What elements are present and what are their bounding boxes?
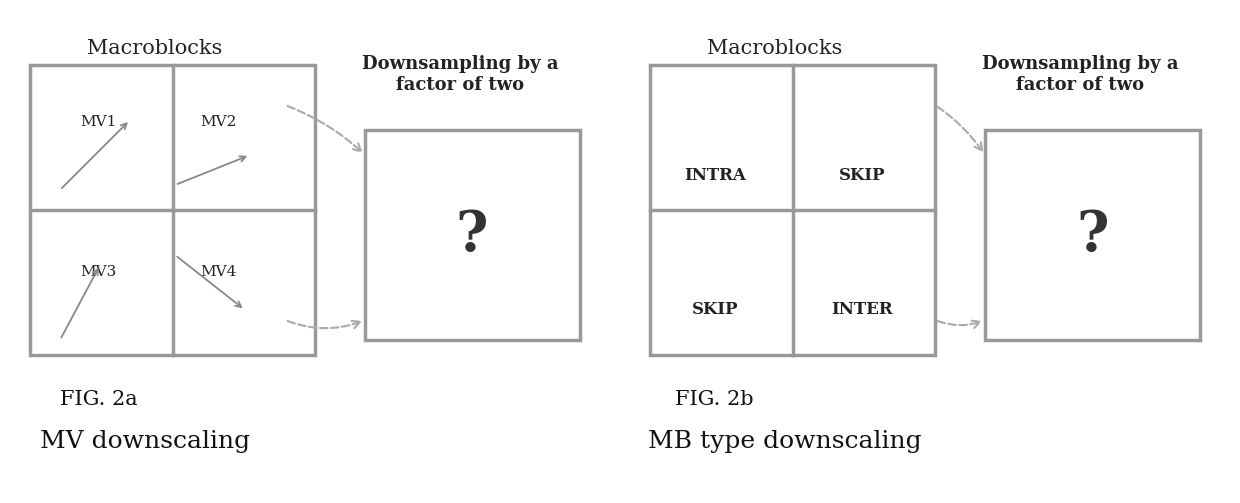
Text: INTER: INTER (831, 301, 893, 318)
Text: Downsampling by a
factor of two: Downsampling by a factor of two (362, 55, 558, 94)
Text: FIG. 2b: FIG. 2b (675, 390, 754, 409)
Text: SKIP: SKIP (838, 166, 885, 184)
Text: ?: ? (456, 208, 489, 263)
Text: MB type downscaling: MB type downscaling (649, 430, 921, 453)
Text: MV4: MV4 (200, 265, 237, 279)
Text: INTRA: INTRA (684, 166, 746, 184)
Text: Downsampling by a
factor of two: Downsampling by a factor of two (982, 55, 1178, 94)
Text: ?: ? (1076, 208, 1110, 263)
Bar (985, 130, 1200, 340)
Text: Macroblocks: Macroblocks (87, 39, 223, 57)
Bar (365, 130, 580, 340)
Bar (650, 65, 935, 355)
Text: MV2: MV2 (200, 115, 237, 129)
Text: MV3: MV3 (81, 265, 117, 279)
Text: MV1: MV1 (81, 115, 117, 129)
Text: FIG. 2a: FIG. 2a (60, 390, 138, 409)
Text: Macroblocks: Macroblocks (707, 39, 843, 57)
Text: MV downscaling: MV downscaling (40, 430, 250, 453)
Text: SKIP: SKIP (692, 301, 738, 318)
Bar (30, 65, 315, 355)
